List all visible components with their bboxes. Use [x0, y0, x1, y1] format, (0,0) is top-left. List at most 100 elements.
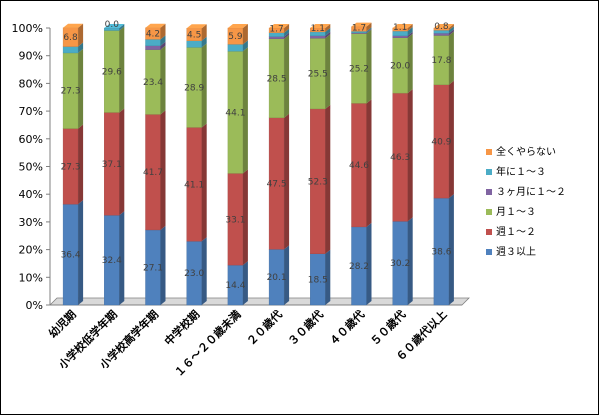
data-label: 5.9	[228, 32, 243, 42]
data-label: 1.7	[352, 23, 366, 33]
y-tick-label: 10%	[19, 271, 43, 284]
data-label: 0.0	[105, 20, 120, 30]
bar-segment-side	[284, 245, 290, 305]
bar-segment	[227, 44, 244, 52]
bar-top-cap	[63, 23, 84, 28]
bar-segment-side	[201, 36, 207, 48]
bar-segment-side	[407, 31, 413, 38]
data-label: 44.1	[225, 108, 245, 118]
bar-top-cap	[310, 24, 331, 28]
legend-swatch	[486, 229, 492, 235]
bar-segment-side	[242, 24, 248, 45]
legend-label: ３ヶ月に１～２	[496, 186, 566, 198]
legend-swatch	[486, 149, 492, 155]
bar-segment-side	[366, 29, 372, 104]
y-tick-label: 20%	[19, 244, 43, 257]
bar-top-cap	[351, 22, 372, 27]
bar-top-cap	[186, 24, 207, 29]
bar-segment-side	[284, 34, 290, 118]
bar-segment-side	[201, 24, 207, 41]
bar-segment-side	[160, 23, 166, 40]
data-label: 25.5	[308, 70, 328, 80]
data-label: 18.5	[308, 275, 328, 285]
bar-segment-side	[284, 32, 290, 39]
data-label: 1.1	[393, 23, 407, 33]
legend-label: 週３以上	[496, 246, 536, 258]
data-label: 0.8	[434, 22, 449, 32]
bar-segment-side	[366, 99, 372, 227]
y-tick-label: 60%	[19, 133, 43, 146]
legend-label: 月１～３	[496, 206, 536, 218]
data-label: 4.5	[187, 31, 201, 41]
y-tick-label: 30%	[19, 216, 43, 229]
bar-segment-side	[448, 80, 454, 199]
bar-segment-side	[119, 26, 125, 113]
y-tick-label: 70%	[19, 105, 43, 118]
data-label: 37.1	[102, 160, 122, 170]
legend-label: 年に１～３	[496, 165, 546, 178]
legend-label: 全くやらない	[496, 145, 556, 158]
bar-segment-side	[242, 261, 248, 305]
bar-segment-side	[119, 24, 125, 31]
bar-segment-side	[325, 27, 331, 36]
data-label: 23.0	[184, 269, 204, 279]
bar-segment-side	[78, 23, 84, 47]
data-label: 17.8	[431, 56, 451, 66]
bar-segment-side	[325, 249, 331, 305]
bar-top-cap	[269, 24, 290, 28]
bar-segment	[310, 35, 326, 39]
bar-segment-side	[78, 48, 84, 129]
data-label: 36.4	[61, 251, 81, 261]
bar-segment-side	[448, 31, 454, 85]
bar-top-cap	[104, 24, 125, 28]
bar-segment-side	[366, 222, 372, 305]
bar-segment-side	[119, 211, 125, 305]
legend-swatch	[486, 209, 492, 215]
data-label: 27.3	[61, 162, 81, 172]
data-label: 40.9	[431, 137, 451, 147]
bar-segment-side	[284, 24, 290, 33]
bar-segment-side	[201, 43, 207, 128]
x-tick-label: 中学校期	[161, 307, 202, 348]
bar-top-cap	[145, 23, 166, 28]
bar-segment-side	[448, 24, 454, 31]
bar-segment-side	[407, 24, 413, 32]
bar-segment-side	[284, 113, 290, 250]
data-label: 33.1	[225, 215, 245, 225]
data-label: 25.2	[349, 64, 369, 74]
data-label: 1.7	[269, 25, 283, 35]
bar-segment	[186, 40, 202, 48]
data-label: 27.1	[143, 263, 163, 273]
legend-label: 週１～２	[496, 226, 536, 238]
bar-segment	[145, 45, 161, 50]
data-label: 32.4	[102, 256, 122, 266]
bar-segment-side	[407, 89, 413, 222]
data-label: 20.0	[390, 61, 410, 71]
x-tick-label: 幼児期	[45, 307, 78, 340]
bar-segment-side	[448, 194, 454, 305]
data-label: 44.6	[349, 161, 369, 171]
legend-swatch	[486, 249, 492, 255]
bar-segment-side	[242, 47, 248, 174]
bar-top-cap	[433, 24, 454, 28]
y-tick-label: 100%	[12, 22, 43, 35]
bar-top-cap	[392, 24, 413, 28]
y-tick-label: 40%	[19, 188, 43, 201]
data-label: 30.2	[390, 259, 410, 269]
bar-segment-side	[78, 42, 84, 53]
data-label: 52.3	[308, 177, 328, 187]
bar-segment-side	[119, 108, 125, 216]
bar-segment-side	[160, 35, 166, 46]
data-label: 28.9	[184, 83, 204, 93]
bar-segment-side	[448, 29, 454, 36]
bar-segment-side	[407, 27, 413, 36]
bar-top-cap	[227, 24, 248, 28]
data-label: 23.4	[143, 78, 163, 88]
x-tick-label: ２０歳代	[244, 307, 285, 348]
bar-segment-side	[407, 33, 413, 94]
data-label: 27.3	[61, 87, 81, 97]
bar-segment-side	[242, 40, 248, 52]
bar-segment-side	[366, 27, 372, 33]
y-tick-label: 50%	[19, 161, 43, 174]
